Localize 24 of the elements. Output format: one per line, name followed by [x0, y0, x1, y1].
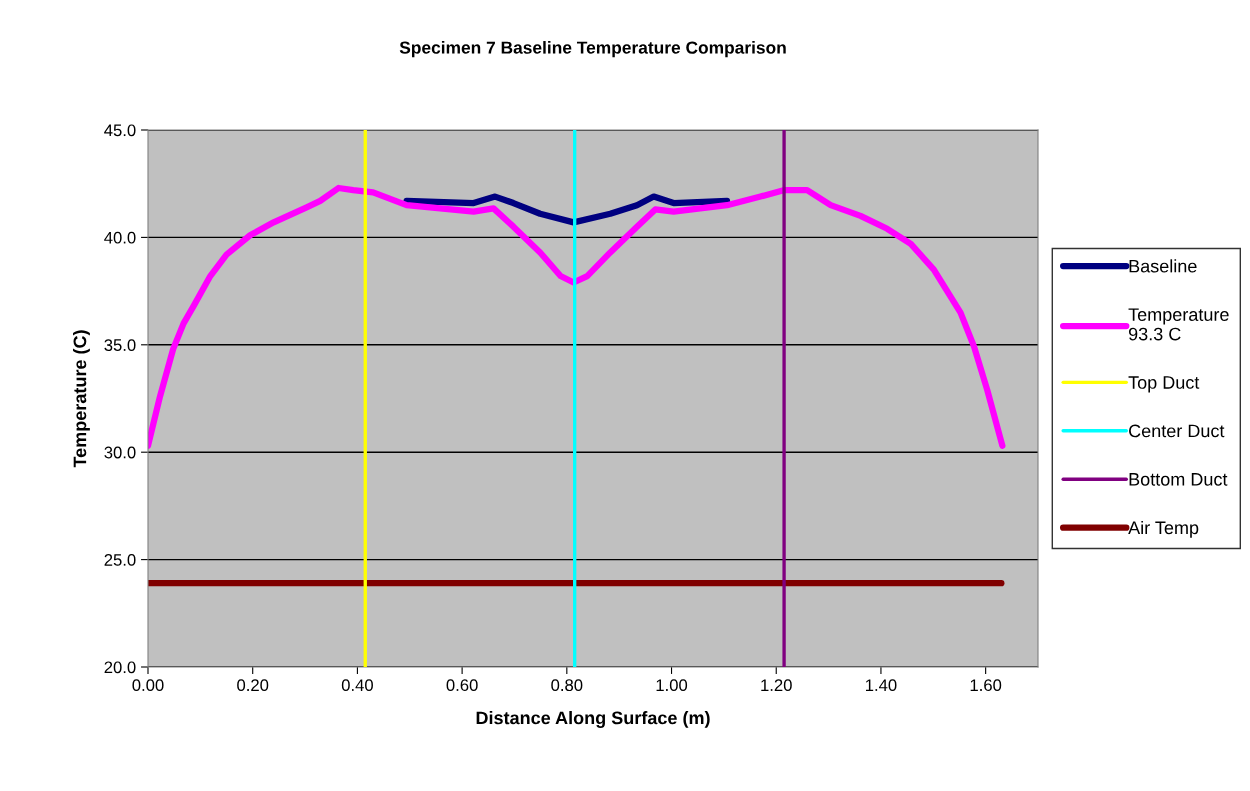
legend-label: Air Temp	[1128, 520, 1199, 538]
legend-label: Baseline	[1129, 259, 1197, 273]
y-tick-label: 45.0	[104, 124, 136, 137]
x-tick-label: 0.20	[237, 679, 269, 692]
x-tick-label: 1.20	[761, 679, 792, 692]
y-tick-label: 25.0	[104, 554, 136, 566]
x-tick-label: 1.40	[865, 679, 897, 692]
legend-label: Center Duct	[1129, 424, 1225, 438]
chart-title: Specimen 7 Baseline Temperature Comparison	[399, 41, 786, 58]
x-axis-title: Distance Along Surface (m)	[476, 711, 710, 728]
y-axis-title: Temperature (C)	[73, 330, 90, 468]
legend-label: Temperature 93.3 C	[1128, 308, 1229, 341]
y-tick-label: 30.0	[104, 446, 136, 459]
x-tick-label: 1.00	[656, 679, 688, 692]
x-tick-label: 0.60	[446, 679, 478, 692]
y-tick-label: 35.0	[104, 339, 136, 351]
y-tick-label: 20.0	[104, 661, 136, 674]
x-tick-label: 0.80	[551, 679, 583, 692]
legend-label: Bottom Duct	[1129, 473, 1228, 486]
x-tick-label: 0.40	[341, 679, 373, 692]
x-tick-label: 0.00	[132, 679, 164, 692]
x-tick-label: 1.60	[970, 679, 1002, 692]
y-tick-label: 40.0	[104, 231, 136, 244]
legend-label: Top Duct	[1128, 376, 1200, 393]
